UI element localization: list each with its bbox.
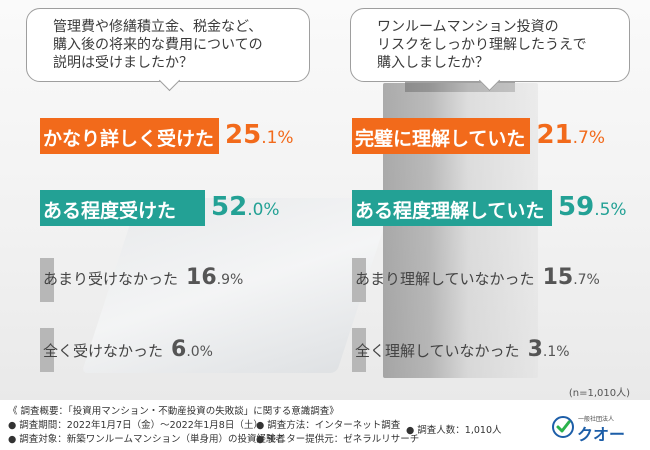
left-bar-3-int: 16 (186, 265, 217, 290)
qoole-logo-subtitle: 一般社団法人 (578, 416, 615, 423)
left-bar-2-dec: .0% (247, 200, 280, 220)
right-bar-3-int: 15 (542, 265, 574, 290)
footer-respondents: ● 調査人数：1,010人 (406, 425, 502, 436)
right-question-bubble: ワンルームマンション投資の リスクをしっかり理解したうえで 購入しましたか？ (350, 8, 630, 82)
right-bar-2-value: 59.5% (558, 192, 627, 222)
left-bar-3-dec: .9% (216, 272, 244, 288)
right-bar-2 (352, 190, 552, 226)
left-question-bubble: 管理費や修繕積立金、税金など、 購入後の将来的な費用についての 説明は受けました… (26, 8, 310, 82)
right-bar-4-dec: .1% (542, 344, 570, 360)
left-bar-1 (40, 118, 220, 154)
right-bar-2-label: ある程度理解していた (355, 200, 545, 222)
left-bar-4 (40, 328, 54, 372)
left-bar-2-value: 52.0% (211, 192, 280, 222)
right-bar-3-value: 15.7% (543, 265, 600, 290)
right-bar-3-label: あまり理解していなかった (355, 270, 535, 288)
right-question-text: ワンルームマンション投資の リスクをしっかり理解したうえで 購入しましたか？ (377, 19, 587, 71)
right-bar-1-int: 21 (536, 120, 573, 150)
right-bar-1 (352, 118, 531, 154)
right-bar-2-dec: .5% (594, 200, 627, 220)
qoole-logo-mark (552, 416, 574, 438)
left-bar-2 (40, 190, 205, 226)
left-bar-2-int: 52 (211, 192, 248, 222)
right-bar-1-value: 21.7% (536, 120, 605, 150)
left-bar-4-value: 6.0% (171, 337, 213, 362)
right-bar-4-int: 3 (527, 337, 543, 362)
right-bar-4-label: 全く理解していなかった (355, 342, 520, 360)
left-bar-4-dec: .0% (186, 344, 213, 360)
left-bar-3-label: あまり受けなかった (43, 270, 179, 288)
footer-method: ● 調査方法：インターネット調査 (256, 420, 401, 431)
footer-target: ● 調査対象：新築ワンルームマンション（単身用）の投資経験者 (8, 434, 286, 445)
left-bar-2-label: ある程度受けた (43, 200, 177, 222)
qoole-logo: 一般社団法人 クオーレ (552, 414, 634, 450)
left-bar-3 (40, 258, 54, 302)
right-bar-3 (352, 258, 366, 302)
footer-survey-title: 《 調査概要：「投資用マンション・不動産投資の失敗談」に関する意識調査》 (8, 406, 339, 417)
left-bar-3-value: 16.9% (186, 265, 243, 290)
left-question-text: 管理費や修繕積立金、税金など、 購入後の将来的な費用についての 説明は受けました… (53, 19, 263, 71)
footer-provider: ● モニター提供元：ゼネラルリサーチ (256, 434, 420, 445)
right-bar-2-int: 59 (558, 192, 595, 222)
left-bar-1-dec: .1% (261, 128, 294, 148)
left-bar-1-label: かなり詳しく受けた (43, 128, 215, 150)
left-bar-1-value: 25.1% (225, 120, 294, 150)
right-bar-4 (352, 328, 366, 372)
right-bar-4-value: 3.1% (528, 337, 570, 362)
qoole-logo-name: クオーレ (577, 425, 626, 450)
right-bar-3-dec: .7% (573, 272, 600, 288)
right-bar-1-dec: .7% (572, 128, 605, 148)
footer-period: ● 調査期間：2022年1月7日（金）〜2022年1月8日（土） (8, 420, 263, 431)
left-bar-4-int: 6 (171, 337, 187, 362)
right-bar-1-label: 完璧に理解していた (355, 128, 526, 150)
sample-size-note: (n=1,010人) (568, 388, 630, 399)
left-bar-1-int: 25 (225, 120, 262, 150)
survey-footer: 《 調査概要：「投資用マンション・不動産投資の失敗談」に関する意識調査》 ● 調… (0, 400, 650, 450)
left-bar-4-label: 全く受けなかった (43, 342, 164, 360)
